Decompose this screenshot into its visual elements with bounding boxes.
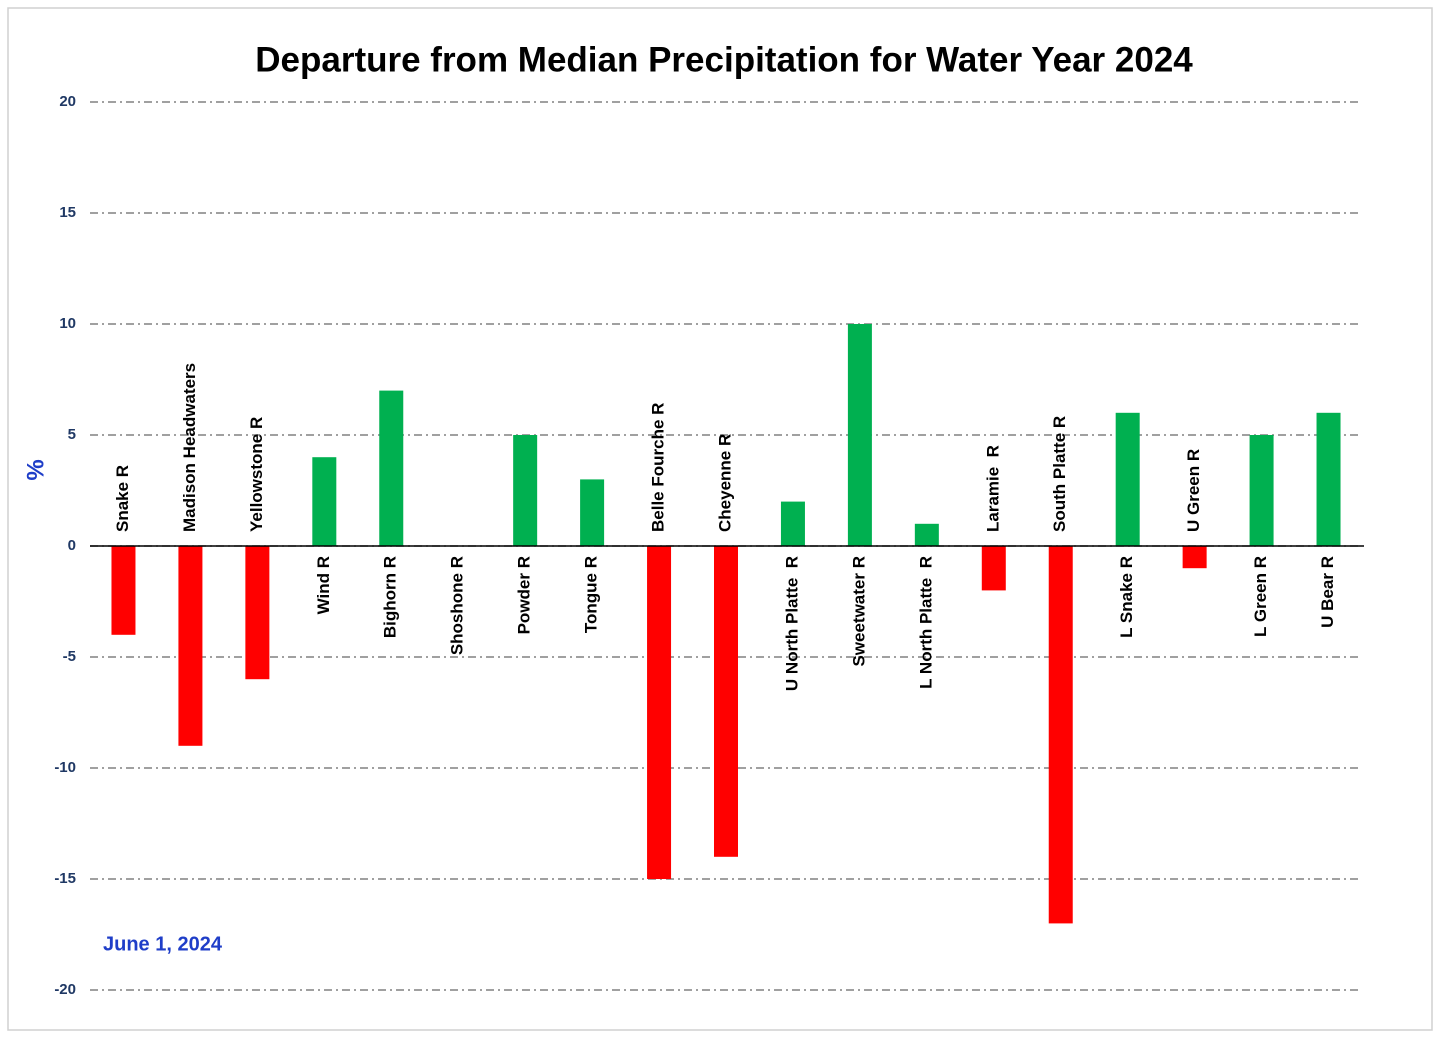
y-tick-label: -20 (54, 981, 76, 998)
bar (647, 546, 672, 879)
y-tick-label: 10 (59, 315, 76, 332)
x-tick-label: Cheyenne R (715, 434, 734, 532)
x-tick-label: Wind R (314, 556, 333, 614)
x-tick-label: Laramie R (983, 445, 1002, 532)
bar (981, 546, 1006, 591)
y-tick-label: 20 (59, 93, 76, 110)
bar (1182, 546, 1207, 569)
bar (312, 457, 337, 546)
bar (1048, 546, 1073, 924)
bar (379, 390, 404, 546)
x-tick-label: Madison Headwaters (180, 363, 199, 532)
y-tick-label: -10 (54, 759, 76, 776)
bar (580, 479, 605, 546)
bar (1115, 412, 1140, 546)
x-tick-label: South Platte R (1050, 416, 1069, 532)
x-tick-label: Shoshone R (448, 556, 467, 655)
bar (178, 546, 203, 746)
x-tick-label: U North Platte R (782, 556, 801, 691)
x-tick-label: L Snake R (1117, 556, 1136, 638)
bar (245, 546, 270, 680)
x-tick-label: Powder R (515, 556, 534, 634)
bar (1249, 435, 1274, 546)
bar (1316, 412, 1341, 546)
x-tick-label: U Bear R (1318, 556, 1337, 628)
x-tick-label: Sweetwater R (849, 556, 868, 667)
annotation: June 1, 2024 (103, 933, 223, 955)
bar (847, 324, 872, 546)
bar (513, 435, 538, 546)
bar (914, 523, 939, 546)
x-tick-label: Bighorn R (381, 556, 400, 638)
x-tick-label: U Green R (1184, 449, 1203, 532)
y-tick-label: -15 (54, 870, 76, 887)
bar (111, 546, 136, 635)
x-tick-label: Yellowstone R (247, 417, 266, 532)
x-tick-label: L North Platte R (916, 556, 935, 689)
bar (780, 501, 805, 546)
y-tick-label: 15 (59, 204, 76, 221)
chart-border (7, 7, 1433, 1031)
y-tick-label: -5 (63, 648, 76, 665)
x-tick-label: L Green R (1251, 556, 1270, 637)
x-tick-label: Snake R (113, 465, 132, 532)
chart-title: Departure from Median Precipitation for … (255, 40, 1193, 79)
x-tick-label: Belle Fourche R (649, 403, 668, 532)
y-axis-label: % (22, 459, 49, 480)
bar (714, 546, 738, 857)
x-tick-label: Tongue R (582, 556, 601, 633)
y-tick-label: 5 (68, 426, 76, 443)
y-tick-label: 0 (68, 537, 76, 554)
